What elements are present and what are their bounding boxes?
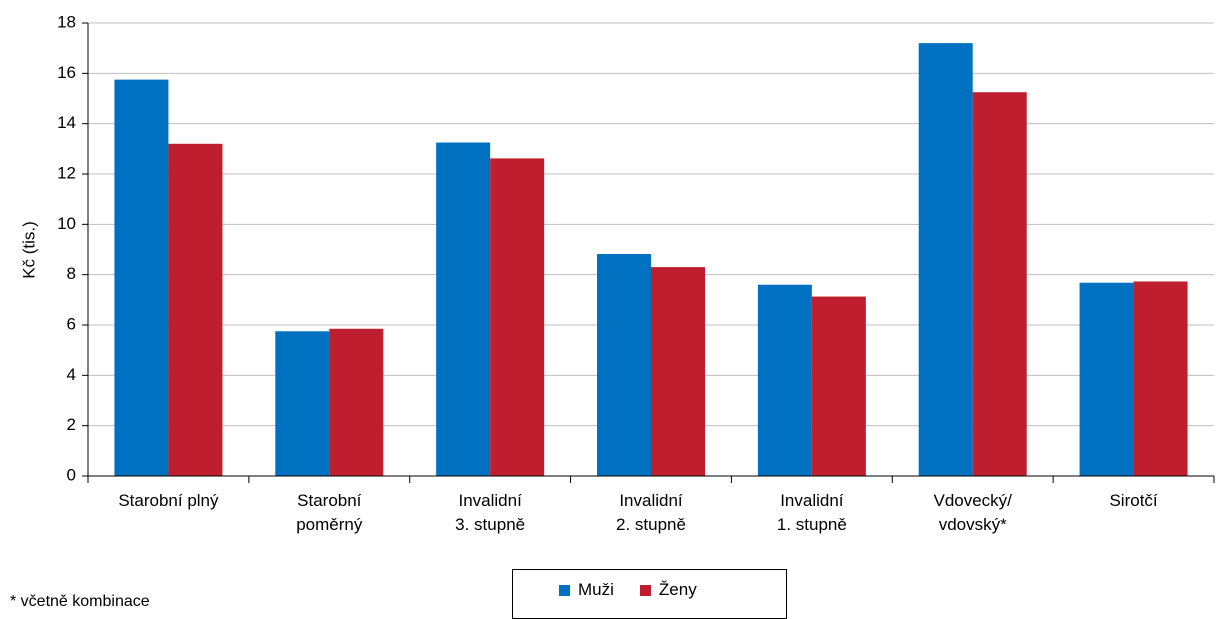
bar-muzi	[1079, 282, 1134, 476]
bars	[114, 43, 1188, 477]
x-category-label: 3. stupně	[455, 515, 525, 534]
bar-zeny	[811, 296, 866, 476]
bar-zeny	[490, 158, 545, 476]
x-category-label: Sirotčí	[1109, 491, 1157, 510]
legend-item-zeny: Ženy	[639, 580, 697, 600]
x-category-label: Starobní plný	[118, 491, 219, 510]
x-category-label: Invalidní	[619, 491, 683, 510]
y-tick-label: 18	[57, 12, 76, 31]
x-category-label: Vdovecký/	[933, 491, 1012, 510]
legend-label-zeny: Ženy	[658, 580, 697, 599]
x-category-labels: Starobní plný Starobní poměrný Invalidní 3. …	[118, 491, 1158, 534]
x-category-label: Invalidní	[458, 491, 522, 510]
bar-zeny	[168, 143, 223, 477]
x-category-label: 1. stupně	[777, 515, 847, 534]
x-category-label: Starobní	[297, 491, 362, 510]
bar-muzi	[757, 284, 812, 476]
y-axis-title: Kč (tis.)	[19, 221, 38, 279]
y-tick-labels: 0 2 4 6 8 10 12 14 16 18	[57, 12, 76, 484]
bar-zeny	[329, 328, 384, 476]
y-tick-label: 16	[57, 63, 76, 82]
legend-swatch-muzi	[559, 584, 570, 596]
y-tick-label: 10	[57, 214, 76, 233]
bar-muzi	[275, 331, 330, 476]
legend-label-muzi: Muži	[578, 580, 614, 599]
bar-zeny	[972, 92, 1027, 476]
legend-item-muzi: Muži	[559, 580, 614, 600]
x-category-label: vdovský*	[939, 515, 1007, 534]
y-tick-label: 12	[57, 163, 76, 182]
x-category-label: poměrný	[296, 515, 363, 534]
y-tick-label: 8	[67, 264, 76, 283]
y-tick-label: 14	[57, 113, 76, 132]
bar-muzi	[918, 43, 973, 477]
bar-muzi	[436, 142, 491, 476]
axes	[82, 22, 1215, 483]
legend-swatch-zeny	[639, 584, 651, 596]
y-tick-label: 4	[67, 365, 76, 384]
y-tick-label: 2	[67, 415, 76, 434]
y-tick-label: 0	[67, 465, 76, 484]
bar-muzi	[114, 79, 169, 476]
legend: Muži Ženy	[512, 569, 787, 619]
bar-zeny	[651, 267, 705, 476]
x-category-label: Invalidní	[780, 491, 844, 510]
bar-muzi	[597, 254, 651, 476]
y-tick-label: 6	[67, 314, 76, 333]
bar-zeny	[1133, 281, 1188, 476]
x-category-label: 2. stupně	[616, 515, 686, 534]
footnote: * včetně kombinace	[10, 593, 150, 610]
